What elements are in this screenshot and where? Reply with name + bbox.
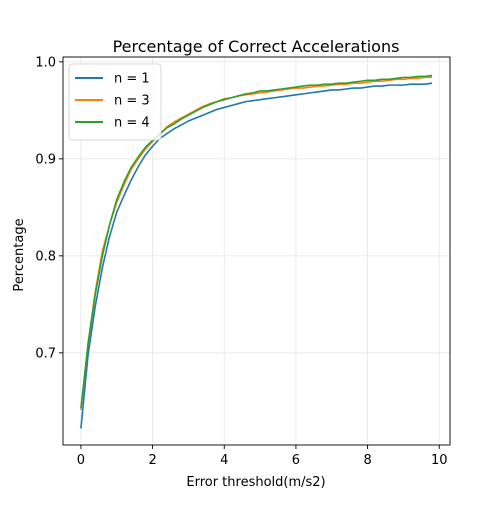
x-tick-label: 2 (148, 453, 156, 468)
chart-title: Percentage of Correct Accelerations (113, 37, 400, 56)
legend-label: n = 3 (114, 94, 150, 109)
x-tick-label: 4 (220, 453, 228, 468)
y-tick-label: 0.7 (35, 346, 56, 361)
plot-frame (62, 56, 451, 446)
x-tick-label: 6 (292, 453, 300, 468)
series-line-2 (80, 76, 433, 411)
y-axis-label: Percentage (12, 218, 27, 291)
legend-label: n = 4 (114, 116, 150, 131)
y-tick-label: 1.0 (35, 55, 56, 70)
series-line-3 (80, 74, 433, 409)
legend-label: n = 1 (114, 72, 150, 87)
y-tick-label: 0.9 (35, 152, 56, 167)
x-axis-label: Error threshold(m/s2) (186, 475, 325, 490)
x-tick-label: 8 (363, 453, 371, 468)
series-line-1 (80, 82, 433, 429)
x-tick-label: 0 (77, 453, 85, 468)
y-tick-label: 0.8 (35, 249, 56, 264)
x-tick-label: 10 (431, 453, 448, 468)
legend: n = 1 n = 3 n = 4 (68, 63, 162, 141)
